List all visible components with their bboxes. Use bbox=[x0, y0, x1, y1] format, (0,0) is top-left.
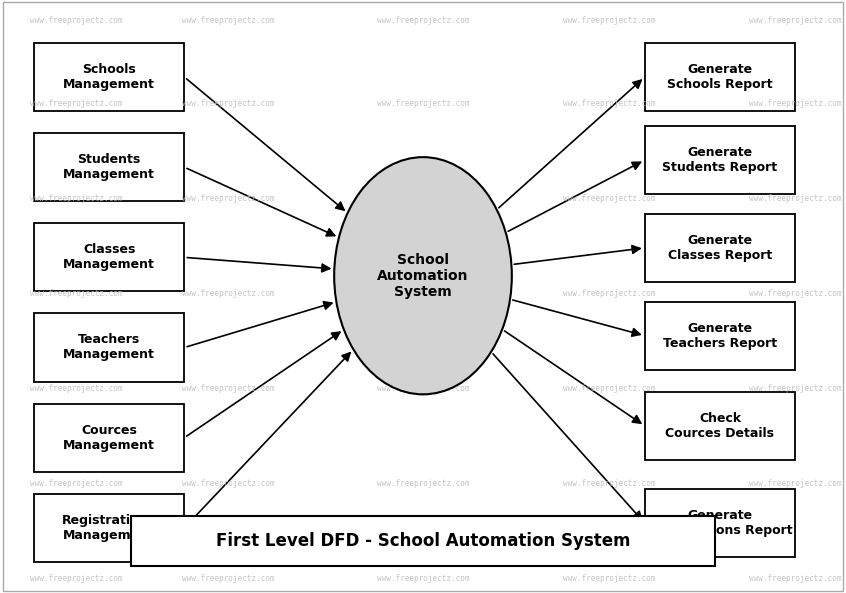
Text: www.freeprojectz.com: www.freeprojectz.com bbox=[30, 573, 123, 583]
Text: www.freeprojectz.com: www.freeprojectz.com bbox=[30, 99, 123, 109]
Text: www.freeprojectz.com: www.freeprojectz.com bbox=[563, 573, 656, 583]
FancyBboxPatch shape bbox=[34, 403, 184, 472]
Text: www.freeprojectz.com: www.freeprojectz.com bbox=[563, 16, 656, 25]
FancyBboxPatch shape bbox=[645, 214, 795, 282]
FancyBboxPatch shape bbox=[34, 133, 184, 202]
Text: www.freeprojectz.com: www.freeprojectz.com bbox=[182, 384, 275, 393]
Text: www.freeprojectz.com: www.freeprojectz.com bbox=[182, 16, 275, 25]
FancyBboxPatch shape bbox=[645, 126, 795, 195]
Text: www.freeprojectz.com: www.freeprojectz.com bbox=[376, 194, 470, 203]
Text: www.freeprojectz.com: www.freeprojectz.com bbox=[563, 194, 656, 203]
Text: www.freeprojectz.com: www.freeprojectz.com bbox=[30, 16, 123, 25]
Text: www.freeprojectz.com: www.freeprojectz.com bbox=[30, 194, 123, 203]
Text: Generate
Schools Report: Generate Schools Report bbox=[667, 63, 772, 91]
Text: Registrations
Management: Registrations Management bbox=[63, 514, 156, 542]
Text: Generate
Registrations Report: Generate Registrations Report bbox=[647, 509, 793, 537]
FancyBboxPatch shape bbox=[34, 224, 184, 292]
Text: www.freeprojectz.com: www.freeprojectz.com bbox=[376, 289, 470, 298]
FancyBboxPatch shape bbox=[645, 392, 795, 460]
Text: www.freeprojectz.com: www.freeprojectz.com bbox=[749, 289, 842, 298]
Text: www.freeprojectz.com: www.freeprojectz.com bbox=[749, 384, 842, 393]
Text: www.freeprojectz.com: www.freeprojectz.com bbox=[30, 289, 123, 298]
FancyBboxPatch shape bbox=[34, 43, 184, 111]
Text: www.freeprojectz.com: www.freeprojectz.com bbox=[563, 479, 656, 488]
Text: www.freeprojectz.com: www.freeprojectz.com bbox=[749, 16, 842, 25]
Text: www.freeprojectz.com: www.freeprojectz.com bbox=[376, 99, 470, 109]
Text: Schools
Management: Schools Management bbox=[63, 63, 155, 91]
FancyBboxPatch shape bbox=[34, 314, 184, 382]
Text: www.freeprojectz.com: www.freeprojectz.com bbox=[182, 289, 275, 298]
Text: www.freeprojectz.com: www.freeprojectz.com bbox=[376, 573, 470, 583]
Text: Cources
Management: Cources Management bbox=[63, 423, 155, 452]
Text: Teachers
Management: Teachers Management bbox=[63, 333, 155, 362]
Text: Classes
Management: Classes Management bbox=[63, 243, 155, 272]
FancyBboxPatch shape bbox=[645, 302, 795, 370]
Text: www.freeprojectz.com: www.freeprojectz.com bbox=[749, 99, 842, 109]
FancyBboxPatch shape bbox=[3, 2, 843, 591]
Text: School
Automation
System: School Automation System bbox=[377, 253, 469, 299]
Text: Generate
Students Report: Generate Students Report bbox=[662, 146, 777, 174]
FancyBboxPatch shape bbox=[645, 489, 795, 557]
Text: www.freeprojectz.com: www.freeprojectz.com bbox=[182, 573, 275, 583]
Text: First Level DFD - School Automation System: First Level DFD - School Automation Syst… bbox=[216, 532, 630, 550]
Text: www.freeprojectz.com: www.freeprojectz.com bbox=[749, 479, 842, 488]
Text: www.freeprojectz.com: www.freeprojectz.com bbox=[376, 16, 470, 25]
Text: Students
Management: Students Management bbox=[63, 153, 155, 181]
Text: Check
Cources Details: Check Cources Details bbox=[666, 412, 774, 440]
Text: www.freeprojectz.com: www.freeprojectz.com bbox=[563, 384, 656, 393]
FancyBboxPatch shape bbox=[645, 43, 795, 111]
Text: www.freeprojectz.com: www.freeprojectz.com bbox=[182, 194, 275, 203]
Text: www.freeprojectz.com: www.freeprojectz.com bbox=[563, 99, 656, 109]
Text: www.freeprojectz.com: www.freeprojectz.com bbox=[376, 384, 470, 393]
Text: www.freeprojectz.com: www.freeprojectz.com bbox=[182, 99, 275, 109]
Text: Generate
Teachers Report: Generate Teachers Report bbox=[663, 321, 777, 350]
Text: www.freeprojectz.com: www.freeprojectz.com bbox=[749, 194, 842, 203]
Text: www.freeprojectz.com: www.freeprojectz.com bbox=[30, 384, 123, 393]
FancyBboxPatch shape bbox=[34, 493, 184, 562]
Text: www.freeprojectz.com: www.freeprojectz.com bbox=[749, 573, 842, 583]
Text: www.freeprojectz.com: www.freeprojectz.com bbox=[30, 479, 123, 488]
Text: www.freeprojectz.com: www.freeprojectz.com bbox=[563, 289, 656, 298]
FancyBboxPatch shape bbox=[131, 516, 715, 566]
Text: Generate
Classes Report: Generate Classes Report bbox=[667, 234, 772, 262]
Text: www.freeprojectz.com: www.freeprojectz.com bbox=[182, 479, 275, 488]
Ellipse shape bbox=[334, 157, 512, 394]
Text: www.freeprojectz.com: www.freeprojectz.com bbox=[376, 479, 470, 488]
